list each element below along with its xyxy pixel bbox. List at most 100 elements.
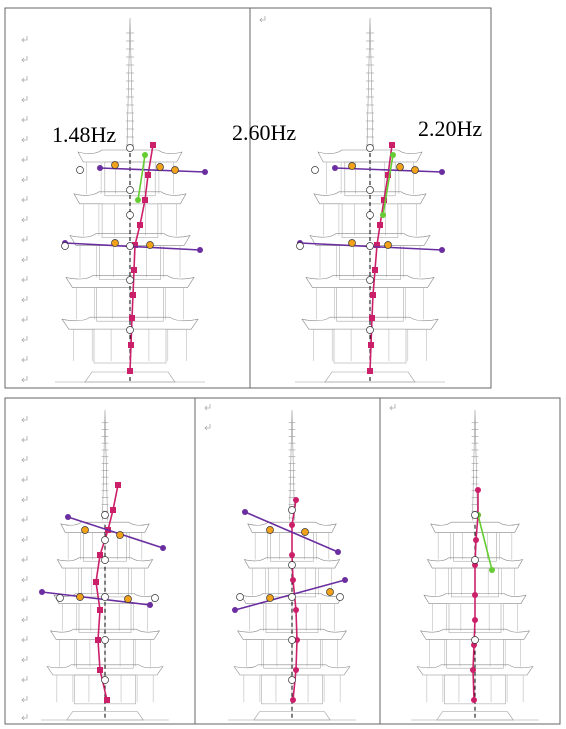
mode-line-marker <box>97 607 103 613</box>
mode-line-marker <box>129 315 135 321</box>
node <box>112 162 119 169</box>
return-mark <box>22 356 27 362</box>
mode-line-marker <box>110 507 116 513</box>
node <box>472 512 479 519</box>
mode-line-marker <box>472 617 478 623</box>
mode-line-marker <box>372 267 378 273</box>
return-mark <box>22 56 27 62</box>
node <box>302 529 309 536</box>
mode-line-marker <box>475 487 481 493</box>
node <box>472 557 479 564</box>
mode-line-marker <box>232 607 238 613</box>
mode-line-marker <box>369 315 375 321</box>
node <box>237 594 244 601</box>
mode-line-marker <box>39 589 45 595</box>
mode-line-marker <box>293 607 299 613</box>
mode-line-marker <box>470 667 476 673</box>
node <box>102 637 109 644</box>
return-mark <box>22 476 27 482</box>
mode-line-marker <box>293 667 299 673</box>
return-mark <box>22 336 27 342</box>
return-mark <box>22 96 27 102</box>
node <box>127 212 134 219</box>
node <box>127 187 134 194</box>
mode-line-marker <box>65 514 71 520</box>
node <box>367 212 374 219</box>
mode-line-marker <box>137 222 143 228</box>
node <box>62 243 69 250</box>
node <box>127 145 134 152</box>
mode-line-marker <box>242 509 248 515</box>
return-mark <box>22 714 27 720</box>
mode-line-marker <box>160 545 166 551</box>
mode-line-marker <box>97 667 103 673</box>
return-mark <box>22 196 27 202</box>
return-mark <box>22 656 27 662</box>
mode-line-marker <box>377 222 383 228</box>
node <box>112 240 119 247</box>
node <box>367 187 374 194</box>
mode-line-marker <box>142 152 148 158</box>
return-mark <box>205 424 210 430</box>
node <box>397 164 404 171</box>
mode-line-marker <box>367 368 373 374</box>
mode-line-marker <box>128 342 134 348</box>
node <box>127 277 134 284</box>
node <box>385 242 392 249</box>
node <box>57 595 64 602</box>
return-mark <box>22 276 27 282</box>
mode-line-marker <box>368 342 374 348</box>
return-mark <box>22 516 27 522</box>
mode-line-marker <box>389 142 395 148</box>
return-mark <box>22 436 27 442</box>
spire <box>289 410 294 521</box>
node <box>349 163 356 170</box>
mode-line-marker <box>489 567 495 573</box>
return-mark <box>22 416 27 422</box>
frequency-label: 1.48Hz <box>52 122 116 147</box>
mode-line-marker <box>145 172 151 178</box>
mode-line-marker <box>439 169 445 175</box>
return-mark <box>22 256 27 262</box>
mode-line-marker <box>289 522 295 528</box>
return-mark <box>22 376 27 382</box>
return-mark <box>22 696 27 702</box>
return-mark <box>22 236 27 242</box>
mode-line-marker <box>289 552 295 558</box>
mode-line-marker <box>127 368 133 374</box>
return-mark <box>22 456 27 462</box>
figure: 1.48Hz 2.60Hz 2.20Hz <box>0 0 566 729</box>
mode-line-marker <box>142 197 148 203</box>
node <box>472 637 479 644</box>
mode-line-marker <box>380 212 386 218</box>
node <box>102 677 109 684</box>
spire <box>472 410 477 521</box>
return-mark <box>205 404 210 410</box>
mode-line-marker <box>290 577 296 583</box>
node <box>367 145 374 152</box>
node <box>312 167 319 174</box>
return-mark <box>22 216 27 222</box>
mode-line-marker <box>439 247 445 253</box>
node <box>102 594 109 601</box>
mode-line-marker <box>332 165 338 171</box>
node <box>147 242 154 249</box>
mode-line-marker <box>197 247 203 253</box>
node <box>412 167 419 174</box>
node <box>157 164 164 171</box>
node <box>297 243 304 250</box>
return-mark <box>260 16 265 22</box>
node <box>127 327 134 334</box>
mode-line-marker <box>104 697 110 703</box>
return-mark <box>22 156 27 162</box>
top-frame <box>5 8 491 388</box>
mode-line-marker <box>147 602 153 608</box>
node <box>337 594 344 601</box>
node <box>327 589 334 596</box>
return-mark <box>390 404 395 410</box>
mode-line-marker <box>130 292 136 298</box>
return-mark <box>22 536 27 542</box>
node <box>77 167 84 174</box>
mode-line-marker <box>135 197 141 203</box>
return-mark <box>22 116 27 122</box>
